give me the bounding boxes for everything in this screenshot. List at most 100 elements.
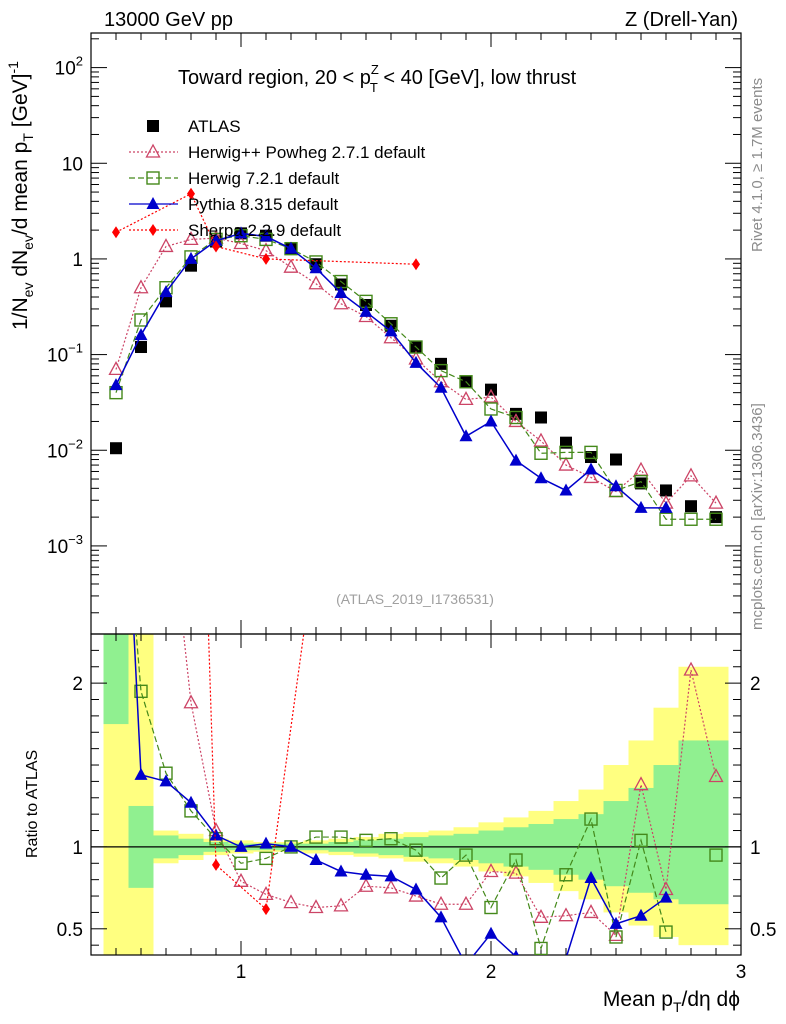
herwig-7-2-1-default-ratio-point xyxy=(334,830,348,844)
herwig-7-2-1-default-point xyxy=(434,363,448,378)
herwig-powheg-2-7-1-default-ratio-point xyxy=(458,895,474,910)
band-green-bin xyxy=(603,801,629,887)
pythia-8-315-default-point xyxy=(584,462,598,475)
herwig-powheg-2-7-1-default-ratio-point xyxy=(583,904,599,919)
header-left: 13000 GeV pp xyxy=(104,9,233,31)
pythia-8-315-default-ratio-point xyxy=(409,882,423,895)
herwig-7-2-1-default-ratio-point xyxy=(559,868,573,882)
herwig-powheg-2-7-1-default-ratio-point xyxy=(558,907,574,922)
x-axis-label: Mean pT/dη dϕ xyxy=(603,988,740,1015)
pythia-8-315-default-point xyxy=(284,241,298,254)
pythia-8-315-default-ratio-point xyxy=(184,795,198,808)
ratio-tick-label: 2 xyxy=(72,674,83,695)
herwig-powheg-2-7-1-default-ratio-point xyxy=(183,694,199,709)
herwig-powheg-2-7-1-default-point xyxy=(383,329,399,344)
herwig-powheg-2-7-1-default-ratio-point xyxy=(383,879,399,894)
herwig-powheg-2-7-1-default-point xyxy=(333,295,349,310)
atlas-point xyxy=(110,442,122,455)
pythia-8-315-default-ratio-point xyxy=(384,869,398,882)
sherpa-2-2-9-default-ratio-group xyxy=(207,634,305,916)
pythia-8-315-default-point xyxy=(209,233,223,246)
ratio-tick-label: 1 xyxy=(72,838,83,859)
herwig-7-2-1-default-point xyxy=(634,474,648,489)
ratio-tick-label-right: 0.5 xyxy=(750,920,776,941)
atlas-point xyxy=(710,511,722,524)
y-tick-label: 1 xyxy=(72,250,83,271)
pythia-8-315-default-point xyxy=(559,483,573,496)
pythia-8-315-default-ratio-point xyxy=(209,828,223,841)
herwig-7-2-1-default-ratio-point xyxy=(584,812,598,826)
pythia-8-315-default-ratio-point xyxy=(359,867,373,880)
side-label-rivet: Rivet 4.1.0, ≥ 1.7M events xyxy=(749,78,766,252)
legend-marker-pythia-8-315-default xyxy=(146,197,160,209)
pythia-8-315-default-point xyxy=(234,226,248,239)
pythia-8-315-default-ratio-point xyxy=(259,836,273,849)
pythia-8-315-default-point xyxy=(659,500,673,513)
pythia-8-315-default-point xyxy=(309,261,323,274)
sherpa-2-2-9-default-ratio-point xyxy=(212,858,220,871)
pythia-8-315-default-point xyxy=(184,251,198,264)
herwig-7-2-1-default-ratio-point xyxy=(484,900,498,915)
header-right: Z (Drell-Yan) xyxy=(625,9,738,31)
herwig-powheg-2-7-1-default-point xyxy=(133,279,149,294)
pythia-8-315-default-point xyxy=(459,429,473,442)
pythia-8-315-default-ratio-point xyxy=(134,767,148,780)
pythia-8-315-default-ratio-point xyxy=(609,916,623,929)
legend-marker-herwig-powheg-2-7-1-default xyxy=(145,143,161,158)
herwig-powheg-2-7-1-default-point xyxy=(583,469,599,484)
herwig-7-2-1-default-point xyxy=(559,445,573,460)
herwig-7-2-1-default-point xyxy=(709,512,723,526)
pythia-8-315-default-ratio-point xyxy=(334,864,348,877)
herwig-7-2-1-default-point xyxy=(584,445,598,460)
y-axis-label: 1/Nev dNev/d mean pT [GeV]-1 xyxy=(5,61,36,330)
band-green-bin xyxy=(678,740,704,905)
herwig-powheg-2-7-1-default-point xyxy=(108,361,124,376)
legend-marker-herwig-7-2-1-default xyxy=(146,171,160,185)
herwig-7-2-1-default-point xyxy=(659,512,673,526)
herwig-7-2-1-default-point xyxy=(534,446,548,460)
herwig-powheg-2-7-1-default-point xyxy=(458,391,474,406)
band-yellow-bin xyxy=(128,634,154,955)
title-sup-z: Z xyxy=(371,62,379,77)
y-tick-label: 102 xyxy=(55,54,83,80)
herwig-7-2-1-default-ratio-point xyxy=(659,925,673,939)
band-green-bin xyxy=(653,765,679,900)
legend-label-sherpa-2-2-9-default: Sherpa 2.2.9 default xyxy=(188,221,341,240)
herwig-powheg-2-7-1-default-point xyxy=(183,231,199,246)
title-sub-t: T xyxy=(370,80,378,95)
herwig-powheg-2-7-1-default-point xyxy=(283,258,299,273)
herwig-7-2-1-default-ratio-point xyxy=(409,843,423,857)
y-tick-label: 10−2 xyxy=(47,436,83,462)
herwig-powheg-2-7-1-default-line xyxy=(115,237,717,505)
herwig-powheg-2-7-1-default-point xyxy=(708,494,724,509)
pythia-8-315-default-point xyxy=(484,414,498,427)
atlas-point xyxy=(610,453,622,466)
herwig-powheg-2-7-1-default-ratio-point xyxy=(433,895,449,910)
legend-label-atlas: ATLAS xyxy=(188,117,241,136)
side-label-mcplots: mcplots.cern.ch [arXiv:1306.3436] xyxy=(749,403,766,630)
herwig-7-2-1-default-point xyxy=(134,313,148,327)
sherpa-2-2-9-default-ratio-point xyxy=(262,903,270,916)
pythia-8-315-default-point xyxy=(359,304,373,317)
herwig-powheg-2-7-1-default-ratio-point xyxy=(533,908,549,923)
pythia-8-315-default-point xyxy=(509,453,523,466)
sherpa-2-2-9-default-point xyxy=(212,240,220,253)
pythia-8-315-default-ratio-point xyxy=(159,774,173,787)
pythia-8-315-default-ratio-point xyxy=(234,839,248,852)
herwig-7-2-1-default-ratio-point xyxy=(634,833,648,848)
atlas-point xyxy=(660,484,672,497)
sherpa-2-2-9-default-point xyxy=(112,226,120,239)
herwig-powheg-2-7-1-default-ratio-point xyxy=(333,897,349,912)
ratio-series-layer xyxy=(133,634,724,955)
sherpa-2-2-9-default-line xyxy=(115,192,417,265)
herwig-7-2-1-default-ratio-point xyxy=(459,848,473,862)
atlas-point xyxy=(135,341,147,354)
herwig-powheg-2-7-1-default-point xyxy=(233,235,249,250)
herwig-7-2-1-default-ratio-point xyxy=(609,930,623,944)
x-tick-label: 1 xyxy=(236,962,247,983)
main-series-layer xyxy=(108,187,724,526)
pythia-8-315-default-point xyxy=(159,285,173,298)
herwig-7-2-1-default-point xyxy=(459,375,473,389)
pythia-8-315-default-ratio-point xyxy=(584,871,598,884)
herwig-powheg-2-7-1-default-point xyxy=(683,467,699,482)
